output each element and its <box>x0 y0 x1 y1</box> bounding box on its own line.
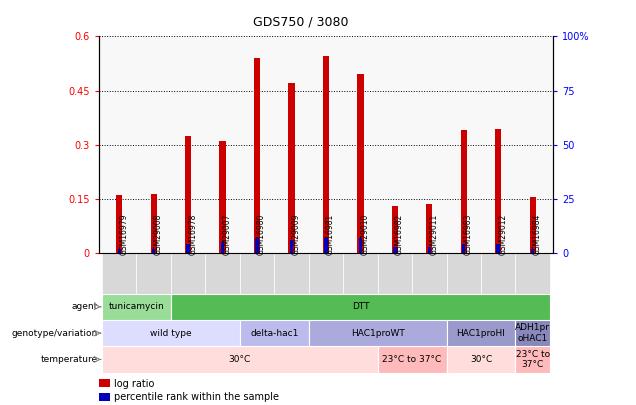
Bar <box>392 206 398 253</box>
Bar <box>290 240 293 253</box>
Bar <box>240 253 274 294</box>
Bar <box>515 320 550 346</box>
Text: ADH1pr
oHAC1: ADH1pr oHAC1 <box>515 324 550 343</box>
Bar <box>186 245 190 253</box>
Bar <box>118 249 121 253</box>
Text: GSM29011: GSM29011 <box>429 214 438 255</box>
Bar <box>308 253 343 294</box>
Bar <box>99 393 110 401</box>
Bar <box>378 253 412 294</box>
Bar <box>412 253 446 294</box>
Text: 23°C to
37°C: 23°C to 37°C <box>516 350 550 369</box>
Bar <box>102 294 171 320</box>
Bar <box>240 320 308 346</box>
Text: 23°C to 37°C: 23°C to 37°C <box>382 355 441 364</box>
Text: percentile rank within the sample: percentile rank within the sample <box>114 392 279 402</box>
Bar <box>446 346 515 373</box>
Text: GSM29007: GSM29007 <box>223 214 232 255</box>
Bar <box>515 346 550 373</box>
Bar <box>460 130 467 253</box>
Bar <box>99 379 110 388</box>
Bar <box>171 253 205 294</box>
Bar <box>102 253 137 294</box>
Text: GSM16979: GSM16979 <box>120 214 128 255</box>
Bar <box>102 320 240 346</box>
Text: GSM16980: GSM16980 <box>257 214 266 255</box>
Text: GSM29008: GSM29008 <box>154 214 163 255</box>
Bar <box>531 249 534 253</box>
Bar <box>446 253 481 294</box>
Bar <box>254 58 260 253</box>
Text: wild type: wild type <box>150 328 191 338</box>
Text: 30°C: 30°C <box>470 355 492 364</box>
Text: GSM16978: GSM16978 <box>188 214 197 255</box>
Text: delta-hac1: delta-hac1 <box>250 328 298 338</box>
Bar <box>152 249 155 253</box>
Text: GDS750 / 3080: GDS750 / 3080 <box>252 15 349 28</box>
Text: log ratio: log ratio <box>114 379 155 389</box>
Text: tunicamycin: tunicamycin <box>109 302 164 311</box>
Bar <box>357 75 364 253</box>
Text: GSM16983: GSM16983 <box>464 214 473 255</box>
Bar <box>323 56 329 253</box>
Text: GSM29010: GSM29010 <box>361 214 370 255</box>
Bar <box>185 136 191 253</box>
Bar <box>359 238 362 253</box>
Bar <box>446 320 515 346</box>
Bar <box>151 194 157 253</box>
Bar <box>497 245 500 253</box>
Bar <box>137 253 171 294</box>
Text: GSM16981: GSM16981 <box>326 214 335 255</box>
Bar <box>427 247 431 253</box>
Bar <box>274 253 308 294</box>
Bar <box>515 253 550 294</box>
Text: HAC1proHI: HAC1proHI <box>457 328 506 338</box>
Text: GSM29009: GSM29009 <box>291 214 300 255</box>
Bar <box>221 242 225 253</box>
Bar <box>255 238 259 253</box>
Bar <box>393 247 397 253</box>
Bar <box>530 197 536 253</box>
Bar <box>495 128 501 253</box>
Bar <box>324 238 328 253</box>
Bar <box>308 320 446 346</box>
Text: HAC1proWT: HAC1proWT <box>350 328 404 338</box>
Text: genotype/variation: genotype/variation <box>11 328 98 338</box>
Bar <box>378 346 446 373</box>
Bar <box>343 253 378 294</box>
Text: agent: agent <box>72 302 98 311</box>
Bar <box>205 253 240 294</box>
Bar <box>219 141 226 253</box>
Bar <box>288 83 294 253</box>
Text: temperature: temperature <box>41 355 98 364</box>
Text: GSM16984: GSM16984 <box>533 214 542 255</box>
Bar <box>462 245 466 253</box>
Text: GSM29012: GSM29012 <box>498 214 507 255</box>
Bar <box>116 195 122 253</box>
Bar <box>426 205 432 253</box>
Text: GSM16982: GSM16982 <box>395 214 404 255</box>
Text: DTT: DTT <box>352 302 369 311</box>
Bar <box>102 346 378 373</box>
Bar <box>481 253 515 294</box>
Bar <box>171 294 550 320</box>
Text: 30°C: 30°C <box>229 355 251 364</box>
